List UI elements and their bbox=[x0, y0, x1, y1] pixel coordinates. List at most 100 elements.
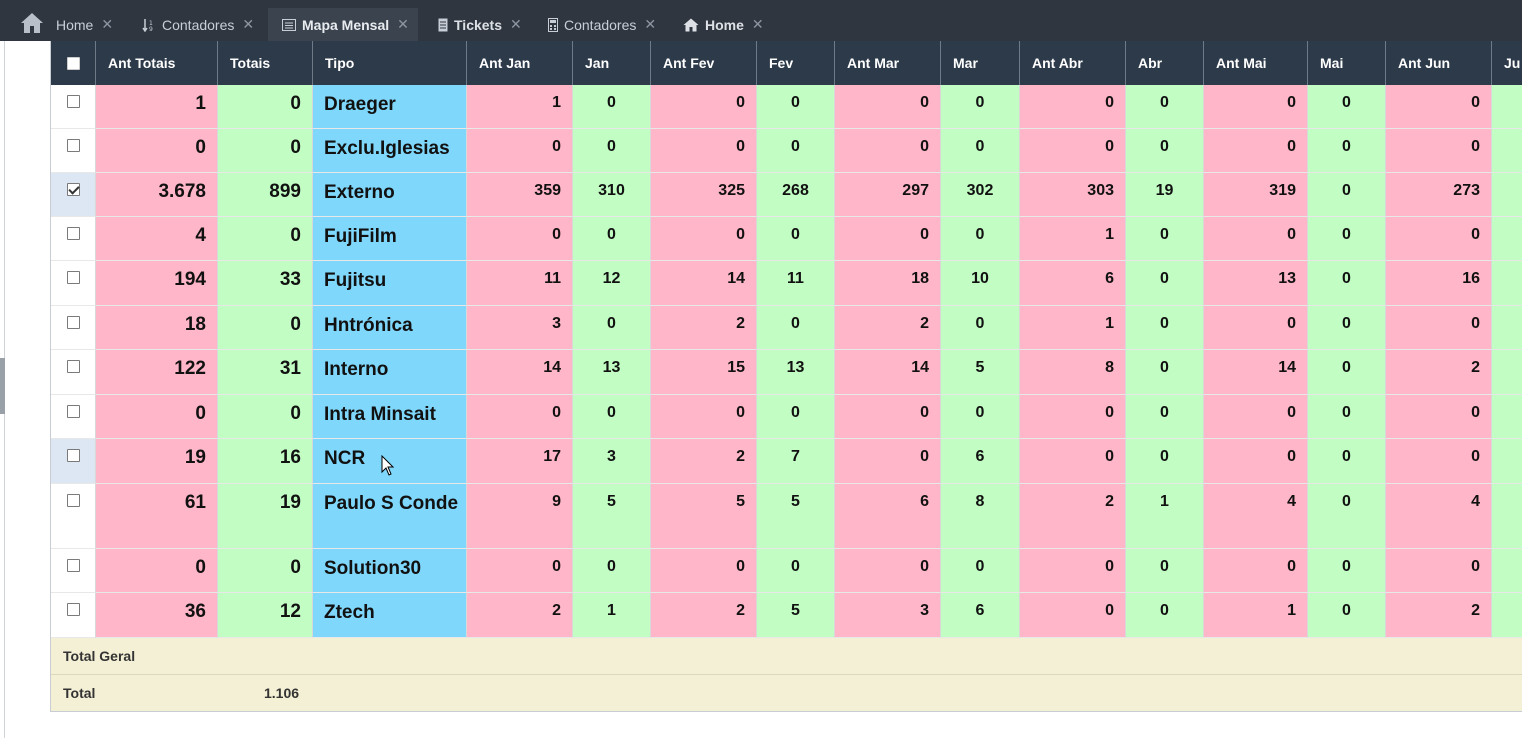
row-checkbox[interactable] bbox=[67, 139, 80, 152]
value-cell: 1 bbox=[1020, 306, 1126, 350]
value-cell: 8 bbox=[1020, 350, 1126, 395]
value-cell: 2 bbox=[1386, 593, 1492, 638]
tipo-cell: Paulo S Conde bbox=[313, 484, 467, 549]
value-cell: 61 bbox=[96, 484, 218, 549]
column-header[interactable]: Jan bbox=[573, 41, 651, 85]
row-checkbox[interactable] bbox=[67, 227, 80, 240]
value-cell: 14 bbox=[1204, 350, 1308, 395]
column-header[interactable]: Ant Mar bbox=[835, 41, 941, 85]
row-checkbox[interactable] bbox=[67, 405, 80, 418]
tipo-cell: Hntrónica bbox=[313, 306, 467, 350]
value-cell: 0 bbox=[757, 129, 835, 173]
row-checkbox[interactable] bbox=[67, 559, 80, 572]
close-icon[interactable]: ✕ bbox=[752, 16, 764, 33]
value-cell: 1 bbox=[1020, 217, 1126, 261]
select-all-checkbox-header bbox=[51, 41, 96, 85]
value-cell: 31 bbox=[218, 350, 313, 395]
value-cell: 0 bbox=[218, 306, 313, 350]
home-icon[interactable] bbox=[20, 12, 44, 34]
value-cell: 14 bbox=[467, 350, 573, 395]
column-header[interactable]: Ant Mai bbox=[1204, 41, 1308, 85]
column-header[interactable]: Abr bbox=[1126, 41, 1204, 85]
total-label: Total bbox=[63, 685, 95, 701]
select-all-checkbox[interactable] bbox=[67, 57, 80, 70]
close-icon[interactable]: ✕ bbox=[397, 16, 409, 33]
value-cell: 0 bbox=[573, 306, 651, 350]
close-icon[interactable]: ✕ bbox=[510, 16, 522, 33]
value-cell bbox=[1492, 549, 1522, 593]
tab-tickets[interactable]: Tickets ✕ bbox=[438, 8, 522, 41]
value-cell: 0 bbox=[757, 306, 835, 350]
value-cell: 0 bbox=[1308, 549, 1386, 593]
tipo-cell: Ztech bbox=[313, 593, 467, 638]
value-cell: 4 bbox=[1204, 484, 1308, 549]
value-cell: 0 bbox=[757, 217, 835, 261]
value-cell: 2 bbox=[1386, 350, 1492, 395]
value-cell: 0 bbox=[835, 129, 941, 173]
close-icon[interactable]: ✕ bbox=[644, 16, 656, 33]
tab-home-1[interactable]: Home ✕ bbox=[56, 8, 113, 41]
value-cell: 0 bbox=[835, 395, 941, 439]
column-header[interactable]: Totais bbox=[218, 41, 313, 85]
column-header[interactable]: Ant Abr bbox=[1020, 41, 1126, 85]
value-cell bbox=[1492, 484, 1522, 549]
value-cell: 0 bbox=[1386, 549, 1492, 593]
row-checkbox[interactable] bbox=[67, 271, 80, 284]
value-cell bbox=[1492, 306, 1522, 350]
value-cell: 0 bbox=[1386, 129, 1492, 173]
close-icon[interactable]: ✕ bbox=[242, 16, 254, 33]
value-cell: 36 bbox=[96, 593, 218, 638]
column-header[interactable]: Fev bbox=[757, 41, 835, 85]
row-checkbox[interactable] bbox=[67, 494, 80, 507]
splitter-handle[interactable] bbox=[0, 358, 5, 414]
svg-text:9: 9 bbox=[149, 26, 153, 32]
column-header[interactable]: Ant Jan bbox=[467, 41, 573, 85]
close-icon[interactable]: ✕ bbox=[101, 16, 113, 33]
value-cell: 1 bbox=[467, 85, 573, 129]
value-cell: 0 bbox=[467, 129, 573, 173]
tab-label: Contadores bbox=[162, 17, 234, 33]
row-checkbox[interactable] bbox=[67, 95, 80, 108]
column-header[interactable]: Ant Jun bbox=[1386, 41, 1492, 85]
column-header[interactable]: Ant Totais bbox=[96, 41, 218, 85]
value-cell: 268 bbox=[757, 173, 835, 217]
value-cell: 12 bbox=[573, 261, 651, 306]
value-cell bbox=[1492, 439, 1522, 484]
column-header[interactable]: Mar bbox=[941, 41, 1020, 85]
column-header[interactable]: Tipo bbox=[313, 41, 467, 85]
row-checkbox[interactable] bbox=[67, 360, 80, 373]
list-icon bbox=[282, 18, 296, 32]
tab-contadores-1[interactable]: 1 9 Contadores ✕ bbox=[142, 8, 254, 41]
tab-contadores-2[interactable]: Contadores ✕ bbox=[548, 8, 656, 41]
column-header[interactable]: Ant Fev bbox=[651, 41, 757, 85]
value-cell: 319 bbox=[1204, 173, 1308, 217]
value-cell: 0 bbox=[1204, 549, 1308, 593]
tab-mapa-mensal[interactable]: Mapa Mensal ✕ bbox=[268, 8, 418, 41]
value-cell: 5 bbox=[573, 484, 651, 549]
column-header[interactable]: Ju bbox=[1492, 41, 1522, 85]
value-cell: 0 bbox=[218, 217, 313, 261]
value-cell: 11 bbox=[757, 261, 835, 306]
value-cell: 0 bbox=[1204, 306, 1308, 350]
row-checkbox[interactable] bbox=[67, 183, 80, 196]
row-checkbox[interactable] bbox=[67, 316, 80, 329]
value-cell: 33 bbox=[218, 261, 313, 306]
row-checkbox[interactable] bbox=[67, 603, 80, 616]
total-value: 1.106 bbox=[264, 685, 299, 701]
value-cell: 0 bbox=[1386, 306, 1492, 350]
value-cell: 0 bbox=[1126, 217, 1204, 261]
row-checkbox[interactable] bbox=[67, 449, 80, 462]
column-header[interactable]: Mai bbox=[1308, 41, 1386, 85]
value-cell: 0 bbox=[1126, 593, 1204, 638]
row-select-cell bbox=[51, 484, 96, 549]
value-cell: 4 bbox=[96, 217, 218, 261]
tab-home-2[interactable]: Home ✕ bbox=[683, 8, 764, 41]
value-cell: 0 bbox=[1308, 129, 1386, 173]
value-cell: 2 bbox=[651, 306, 757, 350]
row-select-cell bbox=[51, 306, 96, 350]
value-cell: 0 bbox=[1308, 439, 1386, 484]
value-cell: 0 bbox=[96, 549, 218, 593]
tipo-cell: Solution30 bbox=[313, 549, 467, 593]
row-select-cell bbox=[51, 395, 96, 439]
value-cell: 0 bbox=[1020, 129, 1126, 173]
